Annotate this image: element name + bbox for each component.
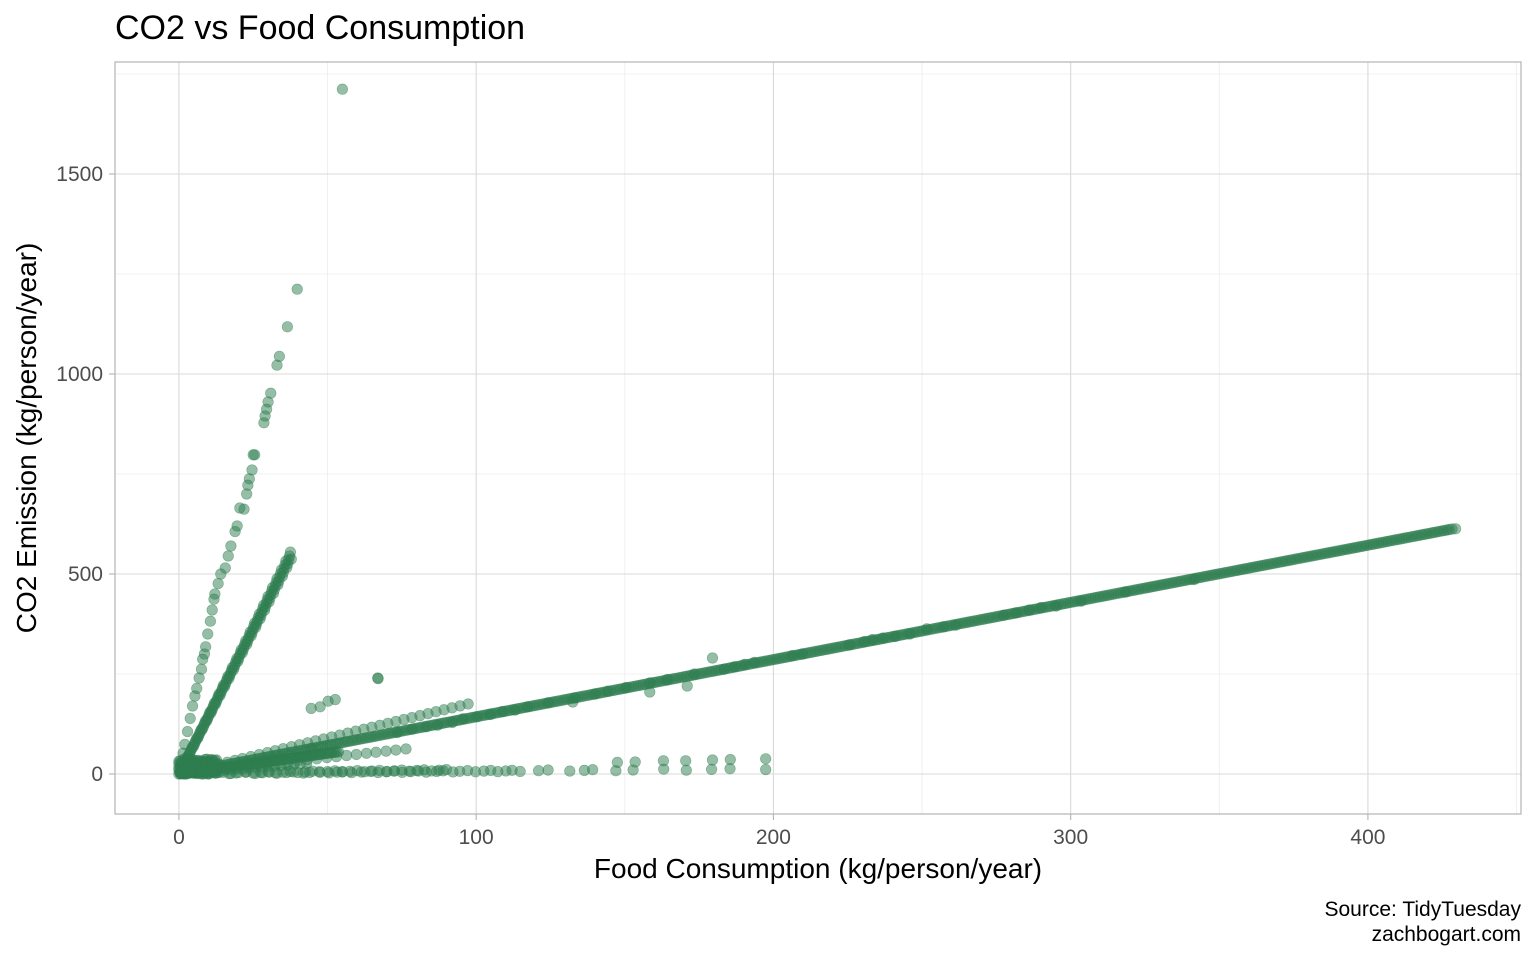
data-point xyxy=(193,672,205,684)
data-point xyxy=(291,283,303,295)
data-point xyxy=(330,751,343,763)
data-point xyxy=(680,764,692,776)
data-point xyxy=(610,765,622,777)
data-point xyxy=(370,746,382,758)
x-tick-label: 200 xyxy=(756,826,791,849)
data-point xyxy=(234,502,246,514)
y-tick-label: 500 xyxy=(68,563,103,586)
data-point xyxy=(380,745,392,757)
data-point xyxy=(587,764,599,776)
data-point xyxy=(186,700,199,712)
data-point xyxy=(336,83,349,95)
data-point xyxy=(258,417,270,429)
data-point xyxy=(360,747,373,759)
data-point xyxy=(462,698,474,710)
data-point xyxy=(564,765,576,777)
data-point xyxy=(215,568,227,580)
x-tick-label: 300 xyxy=(1053,826,1088,849)
caption-site: zachbogart.com xyxy=(1372,923,1521,946)
data-point xyxy=(440,763,453,776)
x-tick-label: 0 xyxy=(173,826,185,849)
data-point xyxy=(514,765,526,778)
ticks-layer: 0 100 200 300 400 0 500 1000 1500 xyxy=(56,163,1385,849)
data-point xyxy=(222,550,234,562)
data-point xyxy=(208,593,220,605)
data-point xyxy=(1446,523,1458,535)
data-point xyxy=(706,754,719,766)
data-point xyxy=(372,672,384,685)
data-point xyxy=(189,690,201,702)
data-point xyxy=(329,693,341,706)
data-point xyxy=(181,725,194,738)
data-point xyxy=(197,653,209,665)
data-point xyxy=(532,765,545,777)
data-point xyxy=(760,763,772,776)
data-point xyxy=(202,628,214,640)
data-point xyxy=(206,604,218,616)
data-point xyxy=(311,753,323,765)
grid-layer xyxy=(115,62,1521,814)
y-axis-title: CO2 Emission (kg/person/year) xyxy=(11,243,42,634)
data-point xyxy=(314,701,326,713)
data-point xyxy=(225,540,237,552)
caption-source: Source: TidyTuesday xyxy=(1325,898,1522,921)
data-point xyxy=(542,764,554,776)
y-tick-label: 0 xyxy=(91,763,103,786)
data-point xyxy=(285,553,297,565)
data-point xyxy=(229,525,241,538)
data-point xyxy=(340,749,353,762)
x-tick-label: 400 xyxy=(1350,826,1385,849)
data-point xyxy=(706,652,719,664)
data-point xyxy=(390,744,402,756)
chart-title: CO2 vs Food Consumption xyxy=(115,9,525,47)
data-point xyxy=(724,763,736,775)
data-point xyxy=(321,752,333,764)
data-point xyxy=(400,743,412,755)
data-point xyxy=(281,321,294,333)
data-point xyxy=(680,755,692,767)
x-tick-label: 100 xyxy=(459,826,494,849)
data-point xyxy=(627,764,639,776)
points-layer xyxy=(173,83,1462,780)
data-point xyxy=(241,488,253,500)
data-point xyxy=(271,359,283,371)
x-axis-title: Food Consumption (kg/person/year) xyxy=(594,853,1042,884)
data-point xyxy=(247,449,259,461)
data-point xyxy=(350,748,362,761)
y-tick-label: 1000 xyxy=(56,363,103,386)
panel-border xyxy=(114,61,1522,815)
data-point xyxy=(210,754,223,766)
data-point xyxy=(184,712,196,725)
data-point xyxy=(212,577,224,590)
y-tick-label: 1500 xyxy=(56,163,103,186)
data-point xyxy=(658,763,670,775)
data-point xyxy=(760,753,772,765)
data-point xyxy=(204,615,217,627)
data-point xyxy=(705,763,718,776)
